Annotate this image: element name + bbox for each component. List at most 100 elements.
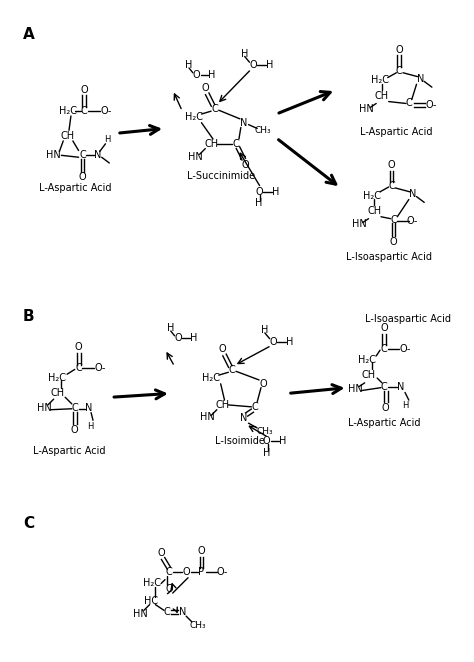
Text: H: H [263,448,271,458]
Text: C: C [396,66,402,76]
Text: O-: O- [101,106,112,116]
Text: N: N [94,150,101,160]
Text: O: O [390,237,397,247]
Text: C: C [381,344,387,354]
Text: H₂C: H₂C [185,112,203,122]
Text: H₂C: H₂C [364,191,382,201]
Text: H: H [87,422,93,430]
Text: C: C [388,181,395,191]
Text: H₂C: H₂C [357,355,375,365]
Text: C: C [405,99,412,109]
Text: O-: O- [399,344,410,354]
Text: C: C [252,402,259,412]
Text: H: H [279,436,287,446]
Text: H₂C: H₂C [371,75,389,85]
Text: L-Isoimide: L-Isoimide [215,436,265,446]
Text: O-: O- [217,567,228,577]
Text: C: C [390,214,397,224]
Text: HN: HN [200,412,215,422]
Text: C: C [233,139,239,149]
Text: H: H [272,187,279,197]
Text: L-Isoaspartic Acid: L-Isoaspartic Acid [346,252,432,262]
Text: CH: CH [362,370,375,380]
Text: HN: HN [46,150,61,160]
Text: O: O [263,436,271,446]
Text: N: N [409,189,416,199]
Text: L-Aspartic Acid: L-Aspartic Acid [38,183,111,193]
Text: CH: CH [204,139,218,149]
Text: O: O [219,344,227,354]
Text: O: O [270,336,277,347]
Text: C: C [75,363,82,373]
Text: C: C [165,567,172,577]
Text: O-: O- [94,363,105,373]
Text: H: H [266,60,273,70]
Text: O: O [259,379,267,389]
Text: CH₃: CH₃ [255,126,271,135]
Text: A: A [23,26,35,42]
Text: P: P [199,567,204,577]
Text: O: O [242,160,249,170]
Text: O: O [382,402,390,413]
Text: B: B [23,309,35,324]
Text: N: N [84,402,92,413]
Text: L-Aspartic Acid: L-Aspartic Acid [33,446,105,456]
Text: C: C [164,607,170,617]
Text: C: C [81,106,88,116]
Text: O: O [193,70,201,79]
Text: C: C [23,516,34,532]
Text: N: N [240,413,247,424]
Text: CH₃: CH₃ [189,621,206,630]
Text: CH: CH [60,131,74,141]
Text: O: O [81,85,88,95]
Text: H: H [402,401,408,410]
Text: O: O [182,567,190,577]
Text: HN: HN [348,383,363,394]
Text: H: H [255,199,263,209]
Text: CH: CH [50,389,64,399]
Text: O: O [255,187,263,197]
Text: HC: HC [145,596,159,606]
Text: O: O [249,60,257,70]
Text: HN: HN [359,104,374,115]
Text: O: O [388,160,395,170]
Text: HN: HN [133,609,147,619]
Text: N: N [179,607,186,617]
Text: H: H [104,136,110,144]
Text: CH₃: CH₃ [256,427,273,436]
Text: HN: HN [36,402,51,413]
Text: N: N [240,118,247,128]
Text: C: C [229,365,236,375]
Text: HN: HN [188,152,203,162]
Text: L-Isoaspartic Acid: L-Isoaspartic Acid [365,314,451,324]
Text: CH: CH [375,91,389,101]
Text: C: C [211,104,219,115]
Text: N: N [417,73,424,83]
Text: C: C [79,150,86,160]
Text: H₂C: H₂C [59,106,77,116]
Text: CH: CH [216,400,230,410]
Text: H₂C: H₂C [202,373,220,383]
Text: CH: CH [367,206,382,216]
Text: L-Succinimide: L-Succinimide [187,171,255,181]
Text: O: O [79,172,86,183]
Text: O: O [165,585,173,594]
Text: C: C [381,382,387,392]
Text: O-: O- [425,101,437,111]
Text: H: H [209,70,216,79]
Text: H: H [241,48,248,58]
Text: C: C [72,402,78,413]
Text: O-: O- [407,216,419,226]
Text: O: O [75,342,82,352]
Text: H: H [286,336,293,347]
Text: O: O [395,45,403,55]
Text: H: H [185,60,193,70]
Text: O: O [380,323,388,333]
Text: L-Aspartic Acid: L-Aspartic Acid [360,127,433,137]
Text: H: H [261,325,269,335]
Text: H₂C: H₂C [143,579,161,589]
Text: HN: HN [352,219,366,230]
Text: N: N [398,382,405,392]
Text: H: H [190,333,198,343]
Text: L-Aspartic Acid: L-Aspartic Acid [347,418,420,428]
